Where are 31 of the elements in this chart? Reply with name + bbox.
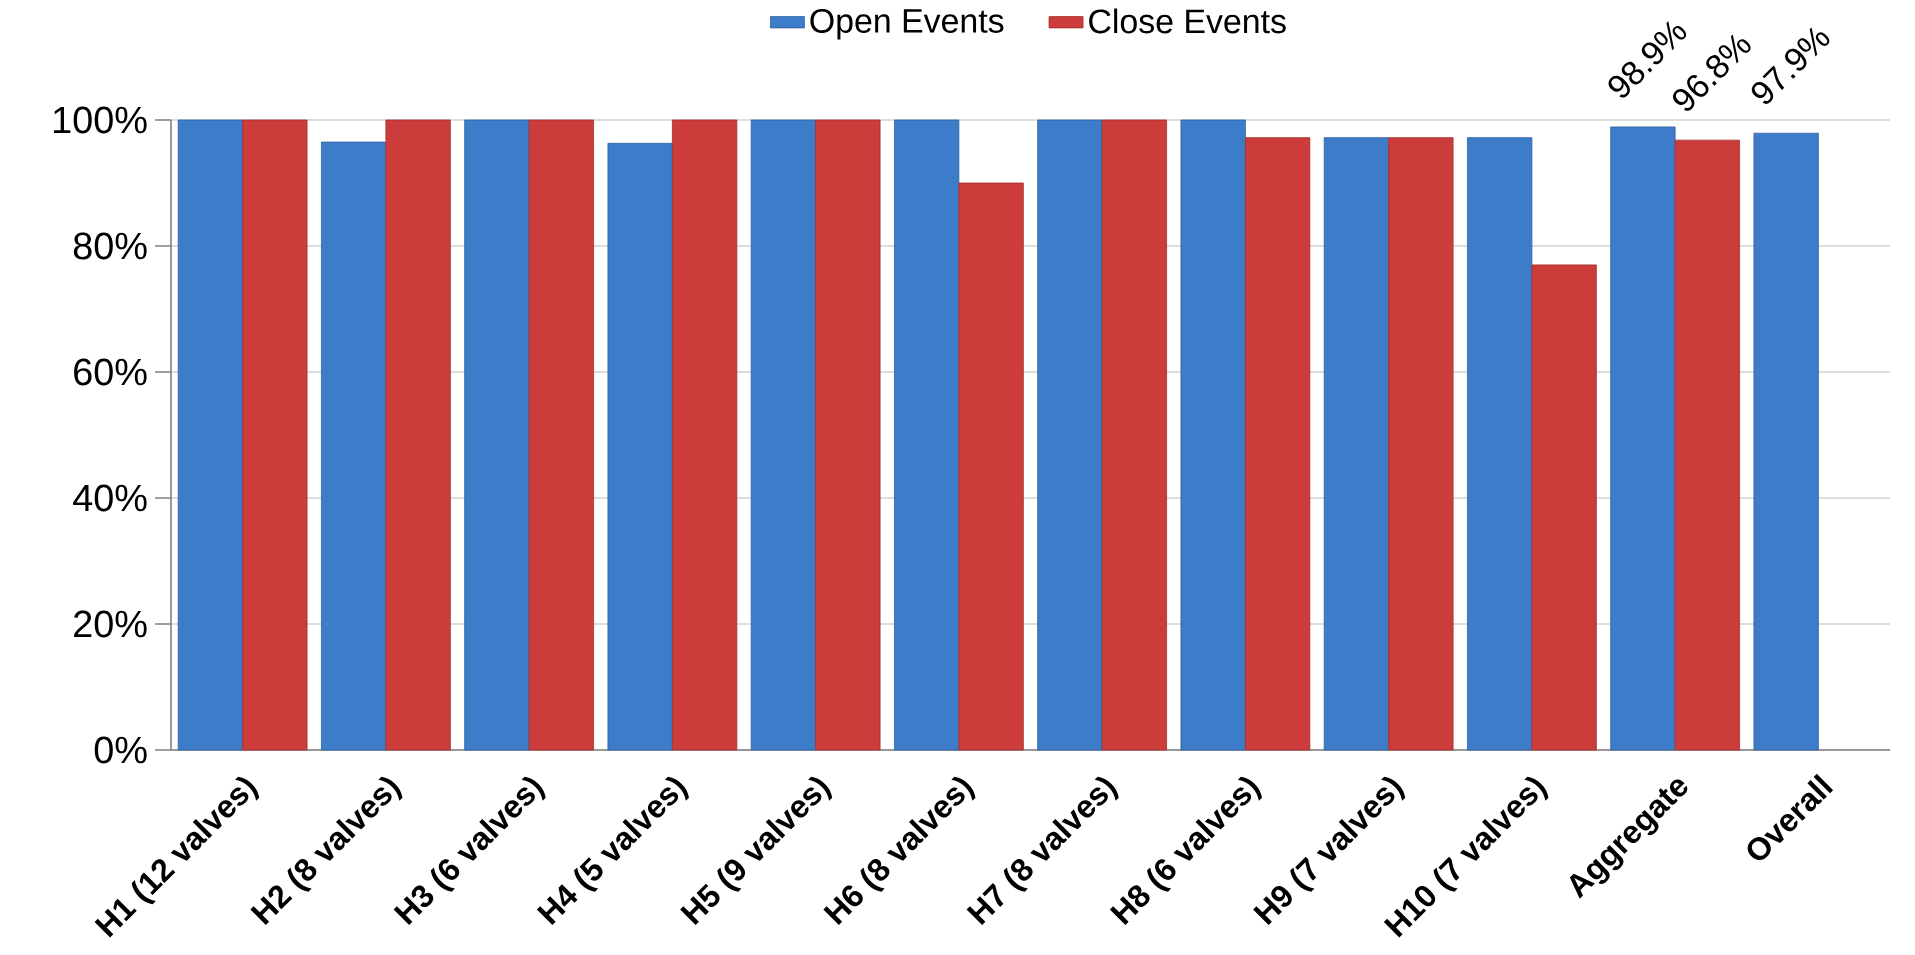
bar — [1610, 126, 1676, 751]
bar — [385, 119, 451, 751]
bar — [177, 119, 244, 751]
legend-label: Open Events — [810, 8, 1004, 40]
y-tick-label: 20% — [74, 610, 147, 638]
bar — [1180, 119, 1246, 751]
bar — [607, 142, 673, 751]
bar — [1244, 137, 1311, 751]
bar — [1674, 139, 1740, 751]
bar — [528, 119, 594, 751]
bar — [1531, 264, 1597, 751]
y-tick-label: 60% — [74, 358, 147, 386]
bar — [894, 119, 960, 751]
legend-label: Close Events — [1089, 8, 1286, 34]
bar — [958, 182, 1024, 751]
bar — [1388, 137, 1454, 751]
bar — [750, 119, 817, 751]
bar — [671, 119, 738, 751]
bar — [1467, 137, 1533, 751]
y-tick-label: 100% — [54, 106, 147, 134]
bar — [815, 119, 881, 751]
y-tick-label: 0% — [94, 736, 147, 764]
bar — [321, 141, 387, 751]
bar — [1037, 119, 1103, 751]
y-tick-label: 80% — [73, 232, 147, 260]
bar — [1323, 137, 1390, 751]
bar — [1753, 132, 1819, 751]
bar — [464, 119, 530, 751]
y-tick-label: 40% — [73, 484, 147, 512]
bar — [242, 119, 308, 751]
bar — [1101, 119, 1167, 751]
